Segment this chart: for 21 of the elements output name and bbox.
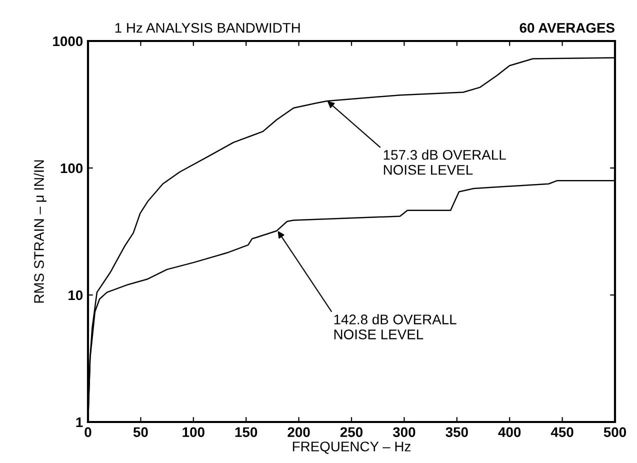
x-tick-label: 50 (133, 427, 148, 438)
x-tick-label: 100 (182, 427, 204, 438)
x-tick-label: 0 (84, 427, 92, 438)
annotation: 157.3 dB OVERALL NOISE LEVEL (384, 150, 506, 175)
x-tick-label: 200 (288, 427, 310, 438)
x-axis-title: FREQUENCY – Hz (292, 442, 410, 454)
chart-title: 1 Hz ANALYSIS BANDWIDTH (115, 22, 300, 33)
y-tick-label: 100 (60, 163, 83, 174)
x-tick-label: 250 (340, 427, 363, 438)
x-tick-label: 350 (446, 427, 468, 438)
y-tick-label: 1 (76, 417, 83, 428)
y-axis-title: RMS STRAIN – μ IN/IN (34, 160, 46, 303)
annotation: 142.8 dB OVERALL NOISE LEVEL (334, 314, 456, 340)
y-tick-label: 1000 (53, 36, 83, 46)
x-tick-label: 150 (235, 427, 258, 438)
x-tick-label: 300 (392, 427, 416, 438)
x-tick-label: 450 (550, 427, 574, 438)
y-tick-label: 10 (68, 290, 83, 300)
chart-subtitle: 60 AVERAGES (520, 22, 614, 33)
x-tick-label: 400 (498, 427, 521, 438)
x-tick-label: 500 (604, 427, 626, 438)
